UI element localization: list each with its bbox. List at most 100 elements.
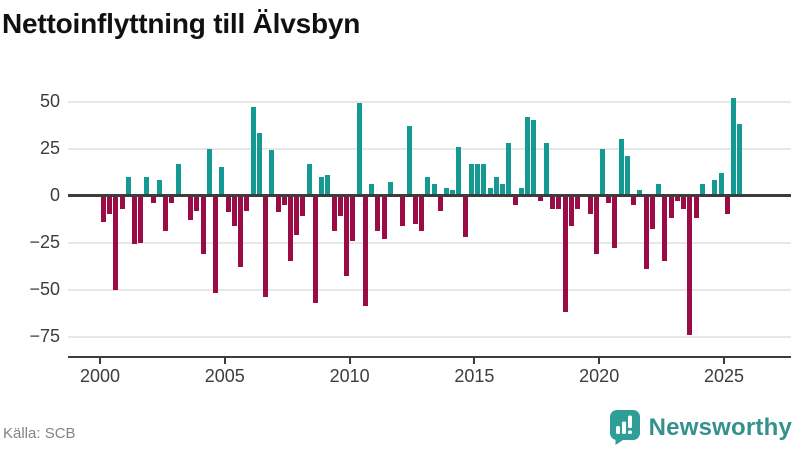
bar-2001-Q3 xyxy=(138,195,144,243)
bar-2021-Q2 xyxy=(631,195,637,205)
bar-2000-Q2 xyxy=(107,195,113,215)
bar-2007-Q3 xyxy=(288,195,293,262)
bar-2020-Q4 xyxy=(618,139,624,196)
bar-2008-Q1 xyxy=(300,195,306,217)
bar-2023-Q4 xyxy=(693,195,699,219)
bar-2016-Q1 xyxy=(500,184,506,196)
bar-2014-Q4 xyxy=(468,163,474,196)
bar-2006-Q3 xyxy=(263,195,269,298)
newsworthy-logo: Newsworthy xyxy=(609,409,792,446)
bar-2006-Q1 xyxy=(250,107,256,196)
bar-2025-Q1 xyxy=(724,195,730,215)
bar-2023-Q2 xyxy=(681,195,687,209)
bar-2002-Q2 xyxy=(156,180,162,196)
bar-2007-Q4 xyxy=(294,195,300,235)
bar-2022-Q4 xyxy=(668,195,674,219)
bar-2021-Q3 xyxy=(637,189,643,196)
bar-2007-Q2 xyxy=(281,195,287,205)
bar-2024-Q4 xyxy=(718,172,724,196)
bar-2020-Q3 xyxy=(612,195,618,249)
bar-2014-Q1 xyxy=(450,189,456,196)
bar-2018-Q2 xyxy=(556,195,562,209)
bar-2009-Q3 xyxy=(337,195,343,217)
bar-2016-Q3 xyxy=(512,195,518,205)
bar-2023-Q3 xyxy=(687,195,693,335)
bar-2004-Q3 xyxy=(213,195,219,294)
x-axis-label: 2015 xyxy=(454,366,495,386)
bar-2013-Q3 xyxy=(437,195,443,211)
y-axis-label: −75 xyxy=(29,325,60,346)
bar-2010-Q4 xyxy=(369,184,375,196)
bar-2012-Q3 xyxy=(412,195,418,224)
zero-line xyxy=(68,194,791,197)
bar-2022-Q1 xyxy=(649,195,655,230)
y-axis-label: 50 xyxy=(39,90,60,111)
bar-2011-Q2 xyxy=(381,195,387,239)
x-axis-label: 2000 xyxy=(79,366,121,386)
bar-2006-Q4 xyxy=(269,150,275,196)
bar-2023-Q1 xyxy=(674,195,680,202)
bar-2008-Q2 xyxy=(306,163,312,196)
bar-2002-Q3 xyxy=(163,195,169,232)
bar-2016-Q4 xyxy=(518,187,524,196)
bar-2014-Q2 xyxy=(456,146,462,196)
bar-2009-Q1 xyxy=(325,174,331,196)
bar-2001-Q2 xyxy=(132,195,137,245)
x-axis-tick xyxy=(723,358,725,364)
y-axis-label: 0 xyxy=(49,184,60,205)
bar-2010-Q1 xyxy=(350,195,356,241)
bar-2000-Q3 xyxy=(113,195,119,290)
x-axis-tick xyxy=(348,358,351,364)
gridline xyxy=(68,335,791,338)
x-axis-label: 2005 xyxy=(204,366,245,386)
x-axis-tick xyxy=(99,358,101,364)
bar-2015-Q2 xyxy=(481,163,487,196)
bar-2018-Q4 xyxy=(568,195,574,226)
bar-2022-Q3 xyxy=(662,195,668,262)
bar-2019-Q4 xyxy=(593,195,599,254)
x-axis-tick xyxy=(473,358,476,364)
bar-2012-Q1 xyxy=(400,195,406,226)
newsworthy-icon xyxy=(609,410,640,445)
bar-2004-Q2 xyxy=(206,148,212,196)
bar-2013-Q1 xyxy=(425,176,431,196)
bar-2013-Q2 xyxy=(431,184,437,196)
gridline xyxy=(68,241,791,244)
bar-2005-Q4 xyxy=(244,195,250,211)
bar-2022-Q2 xyxy=(656,184,662,196)
bar-2017-Q3 xyxy=(537,195,543,202)
x-axis-label: 2020 xyxy=(579,366,620,386)
y-axis-label: −25 xyxy=(29,231,60,252)
newsworthy-wordmark: Newsworthy xyxy=(648,413,792,441)
bar-2025-Q2 xyxy=(731,97,737,196)
bar-2024-Q3 xyxy=(712,180,718,196)
bar-2000-Q1 xyxy=(100,195,106,222)
bar-2011-Q3 xyxy=(387,182,393,196)
x-axis-label: 2025 xyxy=(703,366,745,386)
bar-2012-Q2 xyxy=(406,125,412,196)
bar-2016-Q2 xyxy=(506,142,512,196)
bar-2003-Q3 xyxy=(188,195,194,220)
x-axis-label: 2010 xyxy=(329,366,370,386)
bar-2024-Q1 xyxy=(699,184,705,196)
bar-2019-Q3 xyxy=(587,195,593,215)
bar-2002-Q1 xyxy=(150,195,156,204)
bar-2020-Q1 xyxy=(600,148,605,196)
bar-2013-Q4 xyxy=(444,187,449,196)
bar-2008-Q3 xyxy=(312,195,318,303)
bar-2017-Q1 xyxy=(525,116,531,196)
bar-2018-Q3 xyxy=(562,195,568,313)
gridline xyxy=(68,100,791,103)
bar-2015-Q1 xyxy=(475,163,481,196)
bar-2017-Q2 xyxy=(531,120,537,196)
bar-2012-Q4 xyxy=(419,195,425,232)
bar-2007-Q1 xyxy=(275,195,281,213)
bar-2019-Q1 xyxy=(575,195,581,209)
bar-2005-Q1 xyxy=(225,195,231,213)
bar-2010-Q3 xyxy=(362,195,368,307)
x-axis-line xyxy=(68,355,791,358)
bar-2015-Q4 xyxy=(493,176,499,196)
bar-2003-Q1 xyxy=(175,163,181,196)
x-axis-tick xyxy=(598,358,601,364)
